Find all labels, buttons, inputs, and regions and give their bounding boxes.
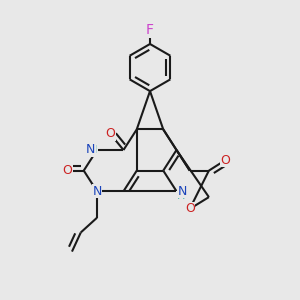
Text: F: F [146,23,154,37]
Text: H: H [88,145,97,155]
Text: N: N [86,143,95,157]
Text: N: N [92,185,102,198]
Text: O: O [105,127,115,140]
Text: O: O [63,164,73,177]
Text: H: H [176,191,185,201]
Text: N: N [178,185,187,198]
Text: O: O [220,154,230,167]
Text: O: O [185,202,195,215]
